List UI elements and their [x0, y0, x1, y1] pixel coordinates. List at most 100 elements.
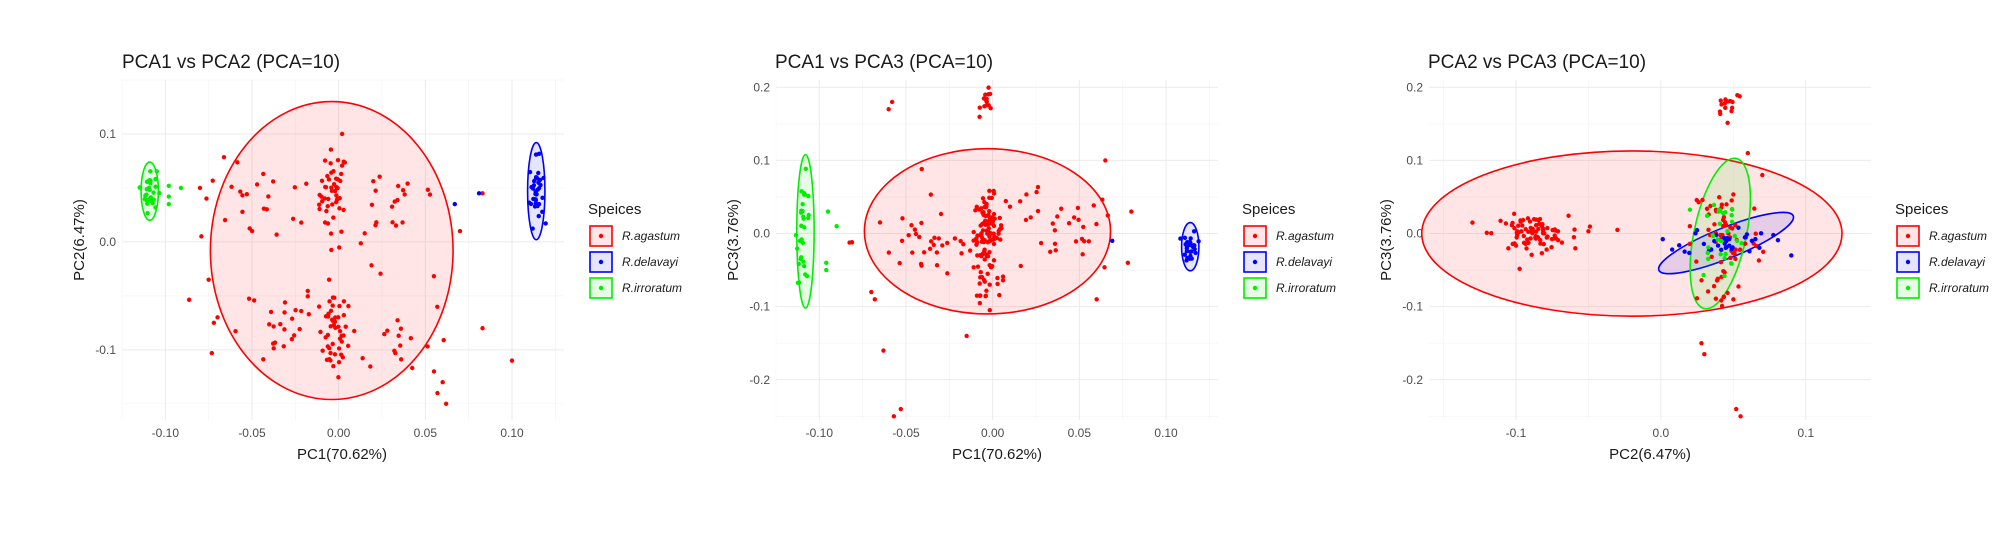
point — [1615, 227, 1620, 233]
point — [290, 216, 296, 222]
point — [337, 245, 342, 250]
point — [1723, 251, 1728, 257]
point — [1760, 249, 1766, 254]
point — [178, 185, 184, 191]
point — [1192, 246, 1197, 252]
point — [984, 288, 989, 293]
point — [796, 261, 801, 267]
point — [398, 326, 404, 331]
point — [973, 208, 978, 213]
point — [898, 406, 903, 412]
point — [1716, 209, 1721, 214]
point — [1704, 206, 1710, 211]
point — [1687, 241, 1692, 247]
point — [1729, 212, 1734, 218]
point — [282, 300, 288, 305]
point — [1536, 226, 1541, 232]
y-tick-label: 0.2 — [753, 80, 770, 94]
point — [199, 234, 204, 239]
point — [872, 297, 877, 302]
point — [330, 318, 335, 323]
point — [319, 199, 325, 204]
point — [1552, 233, 1557, 238]
point — [793, 232, 799, 238]
point — [1545, 225, 1550, 231]
point — [1728, 255, 1733, 261]
point — [1696, 199, 1701, 205]
point — [396, 333, 401, 338]
y-tick-label: -0.1 — [95, 343, 116, 357]
point — [847, 240, 852, 245]
plot-area: -0.10 -0.05 0.00 0.05 0.10 -0.2 -0.1 0.0 0.1 0.2 — [749, 80, 1218, 440]
point — [408, 336, 414, 341]
point — [1705, 250, 1710, 256]
point — [538, 182, 543, 188]
point — [1729, 105, 1735, 110]
point — [1129, 209, 1134, 214]
legend-key-dot — [1905, 233, 1911, 239]
point — [991, 191, 997, 196]
point — [974, 236, 979, 241]
point — [983, 293, 988, 299]
y-tick-label: 0.1 — [753, 153, 770, 167]
point — [1024, 192, 1029, 197]
point — [297, 326, 302, 332]
point — [987, 208, 992, 214]
point — [977, 281, 982, 286]
y-axis-label: PC2(6.47%) — [71, 199, 88, 281]
point — [997, 215, 1002, 221]
point — [1529, 229, 1534, 234]
point — [928, 239, 934, 244]
point — [431, 369, 437, 374]
point — [1189, 249, 1194, 254]
series-r-irroratum — [793, 166, 839, 286]
point — [324, 208, 329, 214]
point — [1749, 238, 1755, 243]
point — [1470, 220, 1475, 225]
point — [1018, 263, 1023, 269]
point — [1730, 207, 1735, 212]
point — [1737, 247, 1743, 252]
point — [274, 232, 279, 237]
point — [1660, 236, 1665, 242]
point — [334, 193, 339, 198]
point — [1687, 207, 1693, 212]
point — [1729, 219, 1735, 224]
point — [801, 263, 807, 269]
point — [982, 104, 987, 109]
point — [337, 328, 343, 334]
point — [144, 192, 149, 197]
point — [281, 344, 286, 349]
point — [431, 273, 437, 279]
point — [343, 324, 348, 329]
point — [293, 308, 298, 313]
panel-pca2-vs-pca3: PCA2 vs PCA3 (PCA=10) -0.1 0.0 0.1-0.2-0.1… — [1378, 52, 1989, 463]
y-tick-label: 0.0 — [1406, 227, 1423, 241]
point — [799, 189, 804, 194]
point — [1715, 243, 1721, 248]
point — [1669, 247, 1675, 252]
point — [251, 298, 257, 303]
point — [1081, 224, 1086, 230]
point — [441, 337, 446, 343]
point — [912, 227, 918, 232]
point — [322, 220, 328, 225]
y-tick-label: 0.2 — [1406, 80, 1423, 94]
point — [305, 288, 310, 294]
point — [1503, 221, 1509, 226]
point — [1000, 274, 1006, 279]
x-tick-label: -0.05 — [892, 426, 920, 440]
point — [452, 201, 457, 207]
point — [910, 250, 915, 255]
point — [1086, 239, 1092, 244]
point — [334, 197, 340, 202]
point — [398, 357, 404, 362]
point — [799, 237, 804, 242]
point — [1706, 245, 1711, 250]
point — [329, 185, 334, 190]
point — [1510, 241, 1515, 247]
point — [390, 220, 395, 225]
point — [1028, 215, 1033, 220]
point — [1753, 231, 1758, 236]
point — [1531, 217, 1537, 222]
